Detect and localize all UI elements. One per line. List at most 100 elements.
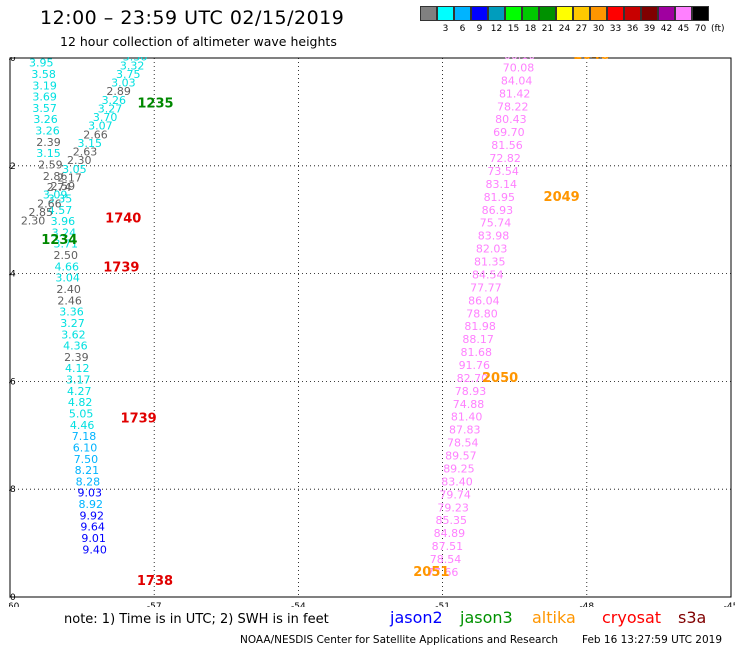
time-label: 1740 bbox=[105, 211, 141, 226]
swh-value: 5.05 bbox=[69, 408, 94, 421]
swh-value: 4.12 bbox=[65, 362, 90, 375]
lon-tick-label: -45 bbox=[724, 602, 735, 607]
swh-value: 2.85 bbox=[29, 206, 54, 219]
scale-label: 45 bbox=[677, 24, 690, 34]
scale-label: 15 bbox=[507, 24, 520, 34]
lat-tick-label: -50 bbox=[9, 593, 16, 603]
swh-value: 87.51 bbox=[432, 540, 464, 553]
legend-item-jason3: jason3 bbox=[460, 608, 513, 627]
legend-item-cryosat: cryosat bbox=[602, 608, 662, 627]
time-label: 1235 bbox=[137, 97, 173, 112]
swh-value: 2.59 bbox=[51, 180, 76, 193]
scale-label: 12 bbox=[490, 24, 503, 34]
scale-swatch bbox=[556, 6, 573, 21]
scale-label: 18 bbox=[524, 24, 537, 34]
scale-swatch bbox=[641, 6, 658, 21]
swh-value: 70.08 bbox=[503, 61, 535, 74]
swh-value: 78.93 bbox=[455, 385, 487, 398]
swh-value: 3.26 bbox=[35, 125, 60, 138]
swh-value: 78.54 bbox=[430, 553, 462, 566]
swh-value: 83.14 bbox=[485, 178, 517, 191]
scale-swatch bbox=[590, 6, 607, 21]
swh-value: 81.95 bbox=[484, 191, 516, 204]
swh-value: 80.43 bbox=[495, 113, 527, 126]
swh-value: 78.54 bbox=[447, 437, 479, 450]
scale-label: 9 bbox=[476, 24, 483, 34]
swh-value: 4.46 bbox=[70, 419, 95, 432]
scale-swatch bbox=[454, 6, 471, 21]
swh-value: 2.86 bbox=[43, 170, 68, 183]
lon-tick-label: -60 bbox=[9, 602, 20, 607]
time-label: 1234 bbox=[41, 233, 77, 248]
lat-tick-label: -48 bbox=[9, 485, 16, 495]
map-plot: -60 -57 -54 -51 -48 -45 -40 -42 -44 -46 -48 -50 3.95… bbox=[9, 57, 735, 607]
swh-value: 77.77 bbox=[470, 281, 502, 294]
swh-value: 79.23 bbox=[437, 501, 469, 514]
swh-value: 86.93 bbox=[482, 204, 514, 217]
swh-value: 2.59 bbox=[38, 158, 63, 171]
time-label: 2051 bbox=[413, 565, 449, 580]
swh-value: 8.21 bbox=[75, 464, 100, 477]
swh-value: 3.17 bbox=[66, 374, 91, 387]
swh-value: 87.83 bbox=[449, 424, 481, 437]
lon-tick-label: -57 bbox=[147, 602, 162, 607]
swh-value: 8.28 bbox=[76, 475, 101, 488]
swh-value: 81.40 bbox=[451, 411, 483, 424]
scale-unit: (ft) bbox=[711, 24, 725, 34]
scale-swatch bbox=[539, 6, 556, 21]
swh-value: 4.27 bbox=[67, 385, 92, 398]
swh-value: 4.57 bbox=[48, 204, 73, 217]
swh-value: 2.66 bbox=[83, 128, 108, 141]
swh-value: 9.92 bbox=[79, 509, 104, 522]
time-label: 2048 bbox=[573, 57, 609, 63]
swh-value: 77.66 bbox=[427, 566, 459, 579]
swh-value: 81.68 bbox=[460, 346, 492, 359]
swh-value: 82.70 bbox=[457, 372, 489, 385]
credit-org: NOAA/NESDIS Center for Satellite Applica… bbox=[240, 634, 558, 646]
swh-value: 2.46 bbox=[57, 294, 82, 307]
scale-label: 30 bbox=[592, 24, 605, 34]
lat-tick-label: -46 bbox=[9, 377, 16, 387]
swh-value: 83.40 bbox=[441, 475, 473, 488]
swh-value: 84.04 bbox=[501, 74, 533, 87]
lat-tick-label: -42 bbox=[9, 162, 16, 172]
scale-swatch bbox=[692, 6, 709, 21]
swh-value: 3.75 bbox=[116, 68, 141, 81]
swh-value: 4.66 bbox=[54, 260, 79, 273]
legend-item-jason2: jason2 bbox=[390, 608, 443, 627]
swh-value: 9.40 bbox=[82, 543, 107, 556]
swh-value: 86.04 bbox=[468, 294, 500, 307]
map-title: 12:00 – 23:59 UTC 02/15/2019 bbox=[40, 7, 345, 29]
scale-swatch bbox=[420, 6, 437, 21]
swh-value: 2.30 bbox=[67, 154, 92, 167]
swh-value: 2.89 bbox=[106, 85, 131, 98]
swh-value: 3.57 bbox=[32, 102, 57, 115]
swh-value: 2.40 bbox=[56, 283, 81, 296]
credit-timestamp: Feb 16 13:27:59 UTC 2019 bbox=[582, 634, 722, 646]
scale-label: 24 bbox=[558, 24, 571, 34]
swh-value: 78.22 bbox=[497, 100, 529, 113]
map-frame bbox=[9, 57, 732, 598]
swh-value: 2.66 bbox=[37, 197, 62, 210]
scale-swatch bbox=[488, 6, 505, 21]
swh-value: 83.98 bbox=[478, 230, 510, 243]
swh-value: 3.32 bbox=[120, 59, 145, 72]
legend-item-altika: altika bbox=[532, 608, 576, 627]
swh-value: 3.04 bbox=[55, 272, 80, 285]
swh-value: 3.27 bbox=[98, 102, 123, 115]
swh-value: 3.26 bbox=[102, 94, 127, 107]
lon-tick-label: -51 bbox=[435, 602, 450, 607]
swh-value: 72.82 bbox=[489, 152, 521, 165]
swh-value: 9.64 bbox=[80, 521, 105, 534]
swh-value: 66.10 bbox=[504, 57, 536, 62]
swh-value: 3.05 bbox=[62, 163, 87, 176]
swh-value: 3.15 bbox=[36, 147, 61, 160]
swh-value: 7.18 bbox=[72, 430, 97, 443]
swh-value: 81.56 bbox=[491, 139, 523, 152]
scale-label: 33 bbox=[609, 24, 622, 34]
swh-value: 2.39 bbox=[64, 351, 89, 364]
swh-value: 9.03 bbox=[78, 487, 103, 500]
swh-value: 88.17 bbox=[462, 333, 494, 346]
swh-value: 3.19 bbox=[32, 79, 57, 92]
swh-value: 3.24 bbox=[52, 226, 77, 239]
